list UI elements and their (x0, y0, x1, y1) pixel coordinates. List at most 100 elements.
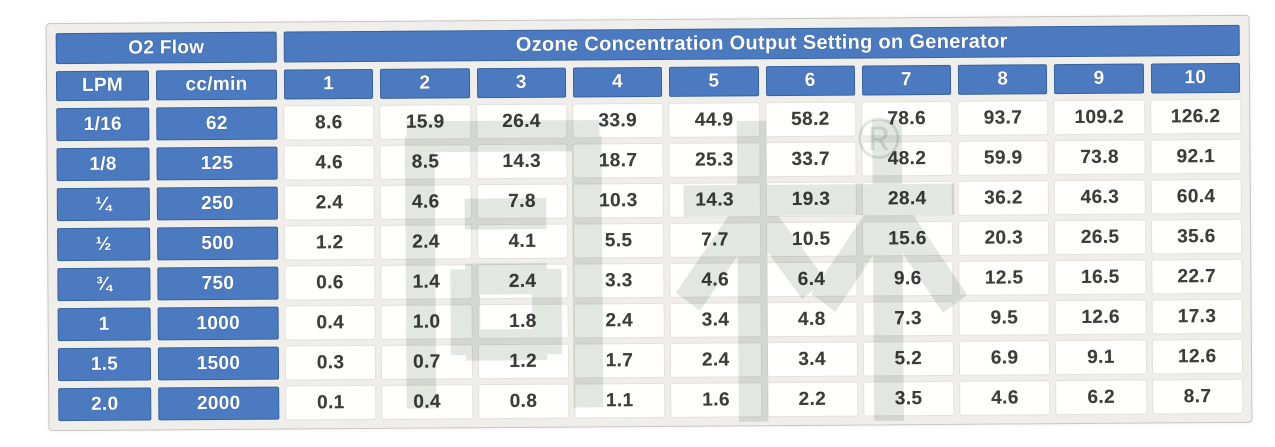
ozone-table: O2 Flow Ozone Concentration Output Setti… (55, 24, 1243, 422)
data-cell: 19.3 (766, 182, 856, 217)
row-label-ccmin: 750 (157, 266, 279, 301)
data-cell: 7.8 (477, 184, 567, 219)
o2-flow-header: O2 Flow (55, 31, 277, 65)
data-cell: 73.8 (1054, 140, 1145, 175)
data-cell: 8.6 (284, 105, 374, 140)
data-cell: 1.8 (478, 304, 568, 339)
data-cell: 36.2 (958, 181, 1049, 215)
col-header-setting-2: 2 (380, 68, 470, 99)
data-cell: 15.6 (862, 221, 953, 256)
data-cell: 15.9 (380, 105, 470, 139)
data-cell: 35.6 (1151, 219, 1242, 254)
data-cell: 17.3 (1152, 299, 1242, 334)
data-cell: 26.5 (1055, 220, 1145, 255)
col-header-setting-10: 10 (1150, 62, 1241, 94)
data-cell: 93.7 (958, 101, 1048, 135)
data-cell: 8.7 (1152, 379, 1243, 414)
data-cell: 25.3 (669, 143, 760, 177)
data-cell: 1.7 (574, 343, 665, 378)
row-label-lpm: ½ (57, 227, 151, 262)
data-cell: 7.7 (670, 223, 760, 257)
col-header-setting-7: 7 (861, 64, 952, 96)
data-cell: 8.5 (380, 145, 471, 179)
data-cell: 4.6 (960, 381, 1050, 415)
data-cell: 5.2 (863, 341, 954, 376)
data-cell: 4.1 (477, 224, 568, 259)
data-cell: 58.2 (765, 102, 856, 137)
data-cell: 0.7 (382, 345, 472, 379)
data-cell: 1.4 (381, 265, 472, 299)
data-cell: 1.6 (671, 383, 761, 417)
data-cell: 33.9 (573, 103, 663, 138)
data-cell: 3.4 (767, 342, 857, 377)
data-cell: 3.4 (670, 303, 761, 337)
data-cell: 2.4 (381, 225, 471, 259)
data-cell: 0.8 (478, 384, 569, 419)
data-cell: 109.2 (1054, 100, 1145, 135)
data-cell: 16.5 (1055, 260, 1146, 295)
data-cell: 1.0 (381, 305, 472, 339)
row-label-lpm: 1/16 (56, 107, 150, 142)
row-label-ccmin: 250 (156, 186, 278, 221)
data-cell: 44.9 (669, 103, 759, 137)
data-cell: 4.6 (670, 263, 761, 297)
data-cell: 3.5 (863, 381, 954, 416)
data-cell: 14.3 (669, 183, 760, 217)
data-cell: 22.7 (1151, 259, 1242, 294)
col-header-ccmin: cc/min (155, 69, 278, 101)
data-cell: 10.5 (766, 222, 857, 257)
data-cell: 26.4 (476, 104, 567, 139)
data-cell: 12.6 (1055, 300, 1146, 335)
data-cell: 6.2 (1056, 380, 1147, 415)
row-label-ccmin: 2000 (158, 386, 280, 421)
row-label-lpm: ¾ (57, 267, 151, 302)
data-cell: 33.7 (765, 142, 856, 177)
data-cell: 18.7 (573, 143, 663, 178)
data-cell: 1.1 (575, 383, 665, 418)
col-header-setting-1: 1 (283, 68, 374, 100)
data-cell: 0.1 (286, 385, 376, 420)
data-cell: 28.4 (862, 181, 953, 216)
data-cell: 4.8 (767, 302, 857, 337)
data-cell: 0.6 (285, 265, 375, 300)
data-cell: 14.3 (477, 144, 567, 179)
col-header-setting-8: 8 (957, 64, 1048, 95)
data-cell: 20.3 (959, 221, 1049, 255)
ozone-table-panel: ® O2 Flow Ozone Concentration Output Set… (45, 14, 1253, 432)
data-cell: 126.2 (1150, 99, 1241, 134)
col-header-setting-3: 3 (476, 67, 567, 99)
data-cell: 2.4 (574, 303, 664, 338)
data-cell: 2.4 (477, 264, 568, 299)
data-cell: 46.3 (1055, 180, 1145, 215)
data-cell: 12.5 (959, 261, 1049, 295)
data-cell: 2.4 (284, 185, 375, 220)
data-cell: 0.3 (285, 345, 376, 380)
table-title: Ozone Concentration Output Setting on Ge… (283, 24, 1240, 63)
row-label-lpm: ¼ (56, 187, 150, 222)
data-cell: 4.6 (381, 185, 471, 219)
row-label-ccmin: 500 (157, 226, 279, 261)
data-cell: 3.3 (574, 263, 664, 298)
row-label-ccmin: 1000 (157, 306, 279, 341)
row-label-lpm: 1/8 (56, 147, 150, 182)
data-cell: 10.3 (573, 183, 664, 218)
col-header-setting-6: 6 (765, 65, 855, 97)
data-cell: 0.4 (285, 305, 376, 340)
data-cell: 7.3 (863, 301, 953, 336)
data-cell: 0.4 (382, 385, 472, 419)
row-label-ccmin: 62 (156, 106, 278, 141)
row-label-ccmin: 1500 (157, 346, 280, 381)
data-cell: 59.9 (958, 141, 1049, 175)
data-cell: 5.5 (573, 223, 664, 258)
data-cell: 1.2 (478, 344, 568, 379)
data-cell: 48.2 (862, 141, 952, 176)
row-label-ccmin: 125 (156, 146, 278, 181)
row-label-lpm: 2.0 (58, 387, 152, 422)
data-cell: 78.6 (861, 101, 952, 136)
data-cell: 2.2 (767, 382, 858, 417)
col-header-setting-5: 5 (669, 66, 759, 97)
data-cell: 2.4 (671, 343, 761, 377)
col-header-setting-9: 9 (1054, 63, 1144, 95)
row-label-lpm: 1.5 (57, 347, 152, 382)
